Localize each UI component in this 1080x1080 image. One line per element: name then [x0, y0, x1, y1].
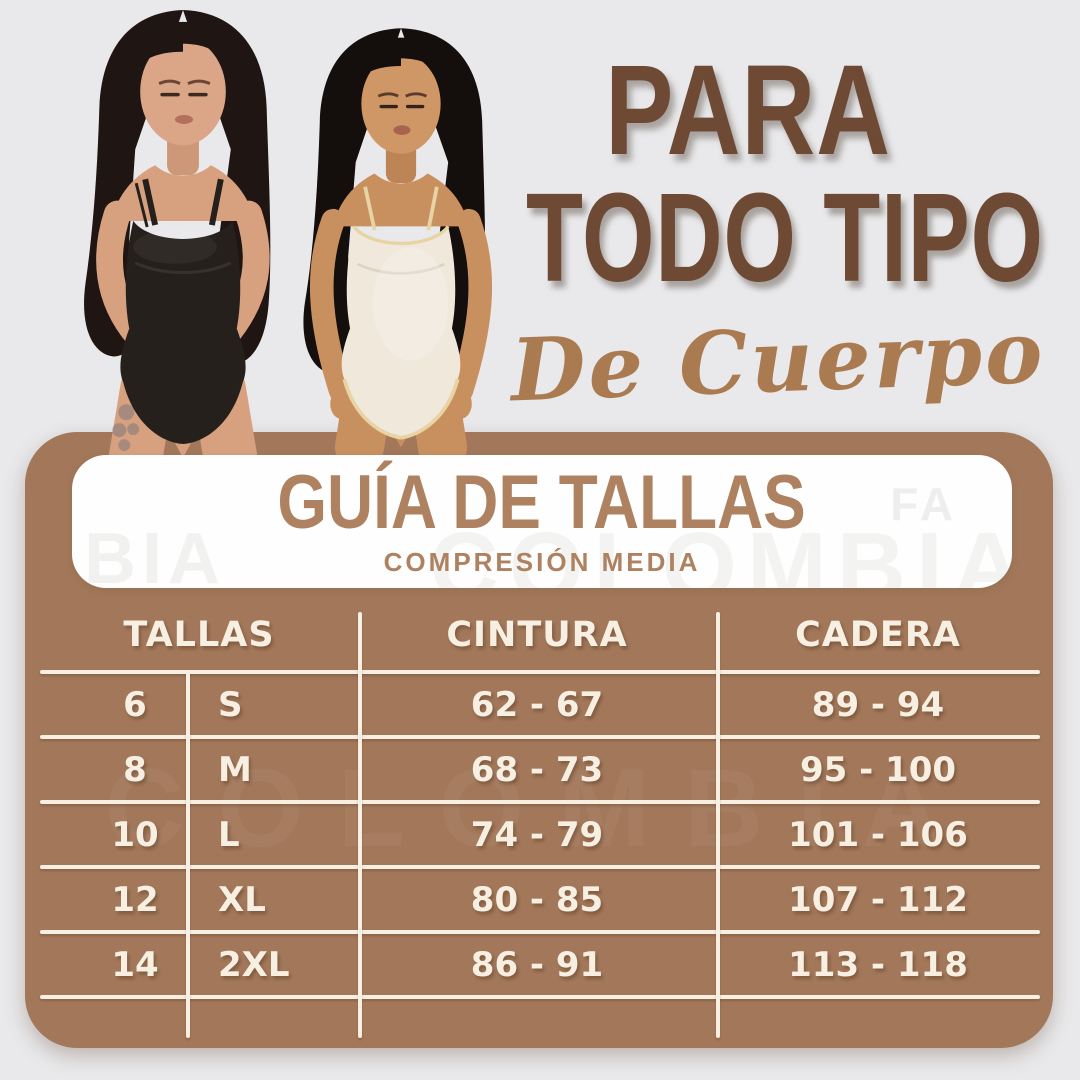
table-line-h3: [40, 800, 1040, 804]
hero-title-line1: PARA: [605, 39, 891, 182]
table-row: 8 M 68 - 73 95 - 100: [40, 737, 1040, 802]
size-letter-cell: L: [218, 814, 240, 855]
cintura-cell: 80 - 85: [470, 879, 604, 920]
cintura-cell: 68 - 73: [470, 749, 604, 790]
face-features: [377, 92, 428, 135]
size-number-cell: 10: [111, 814, 159, 855]
size-letter-cell: 2XL: [218, 944, 290, 985]
size-guide-subtitle: COMPRESIÓN MEDIA: [383, 547, 701, 577]
cadera-cell: 95 - 100: [799, 749, 957, 790]
size-number-cell: 14: [111, 944, 159, 985]
table-row: 10 L 74 - 79 101 - 106: [40, 802, 1040, 867]
table-line-v-sub: [186, 672, 190, 1038]
column-header-cadera: CADERA: [795, 615, 961, 655]
model-photo-black-bodysuit: [84, 9, 271, 458]
size-letter-cell: S: [218, 684, 243, 725]
size-guide-title: GUÍA DE TALLAS: [277, 460, 807, 545]
cintura-cell: 74 - 79: [470, 814, 604, 855]
cadera-cell: 101 - 106: [788, 814, 968, 855]
cadera-cell: 89 - 94: [811, 684, 945, 725]
size-letter-cell: XL: [218, 879, 266, 920]
table-line-h4: [40, 865, 1040, 869]
table-line-h1: [40, 670, 1040, 674]
column-header-cintura: CINTURA: [446, 615, 628, 655]
table-row: 12 XL 80 - 85 107 - 112: [40, 867, 1040, 932]
hero-title-line2: TODO TIPO: [526, 166, 1044, 308]
table-line-h5: [40, 930, 1040, 934]
model-photo-cream-bodysuit: [303, 28, 493, 458]
model-photos: [0, 0, 612, 458]
cadera-cell: 107 - 112: [788, 879, 968, 920]
table-header-row: TALLAS CINTURA CADERA: [40, 600, 1040, 670]
table-line-h6: [40, 995, 1040, 999]
size-number-cell: 6: [123, 684, 147, 725]
thigh-tattoo: [112, 404, 140, 452]
cadera-cell: 113 - 118: [788, 944, 968, 985]
size-guide-card: FA BIA COLOMBIA GUÍA DE TALLAS COMPRESIÓ…: [72, 455, 1012, 588]
size-letter-cell: M: [218, 749, 252, 790]
size-number-cell: 12: [111, 879, 159, 920]
table-line-v-cintura: [358, 612, 362, 1038]
table-line-h2: [40, 735, 1040, 739]
cintura-cell: 86 - 91: [470, 944, 604, 985]
size-number-cell: 8: [123, 749, 147, 790]
table-row: 14 2XL 86 - 91 113 - 118: [40, 932, 1040, 997]
hero-title-block: PARA TODO TIPO De Cuerpo: [448, 39, 1048, 422]
watermark-fa: FA: [890, 478, 957, 530]
watermark-bia: BIA: [84, 519, 226, 588]
cintura-cell: 62 - 67: [470, 684, 604, 725]
face-features: [158, 79, 211, 124]
column-header-tallas: TALLAS: [123, 615, 275, 655]
table-line-v-cadera: [716, 612, 720, 1038]
table-row: 6 S 62 - 67 89 - 94: [40, 672, 1040, 737]
